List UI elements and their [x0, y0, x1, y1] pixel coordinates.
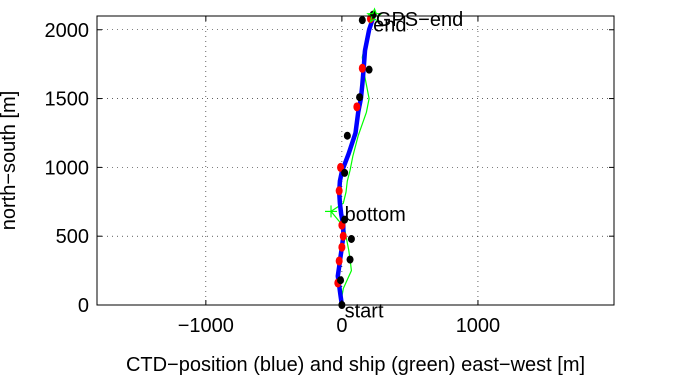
- black-marker-point: [341, 168, 349, 177]
- red-marker-point: [337, 162, 345, 172]
- y-axis-label: north−south [m]: [0, 91, 20, 231]
- red-marker-point: [335, 256, 343, 266]
- annotation-gpsend: GPS−end: [376, 9, 463, 31]
- black-marker-point: [337, 276, 345, 285]
- red-marker-point: [339, 231, 347, 241]
- annotation-end: end: [373, 14, 406, 36]
- x-tick-label: −1000: [178, 315, 234, 337]
- black-marker-point: [356, 93, 364, 102]
- black-marker-point: [343, 131, 351, 140]
- y-tick-label: 2000: [45, 20, 90, 42]
- annotation-start: start: [345, 301, 384, 323]
- black-marker-point: [358, 16, 366, 25]
- x-axis-label: CTD−position (blue) and ship (green) eas…: [126, 354, 585, 376]
- red-marker-point: [335, 186, 343, 196]
- red-marker-point: [338, 242, 346, 252]
- black-marker-point: [365, 65, 373, 74]
- black-marker-point: [347, 234, 355, 243]
- y-tick-label: 1500: [45, 89, 90, 111]
- black-marker-point: [346, 255, 354, 264]
- black-marker-point: [341, 215, 349, 224]
- x-tick-label: 1000: [456, 315, 501, 337]
- annotation-bottom: bottom: [345, 204, 406, 226]
- y-tick-label: 500: [56, 226, 89, 248]
- y-tick-label: 1000: [45, 157, 90, 179]
- y-tick-label: 0: [78, 295, 89, 317]
- plot-area-frame: [96, 15, 615, 306]
- ticks: −1000 0 1000 0 500 1000 1500 2000: [45, 16, 614, 337]
- red-marker-point: [358, 63, 366, 73]
- x-tick-label: 0: [336, 315, 347, 337]
- gps-end-star-marker: [366, 7, 383, 24]
- red-marker-point: [353, 102, 361, 112]
